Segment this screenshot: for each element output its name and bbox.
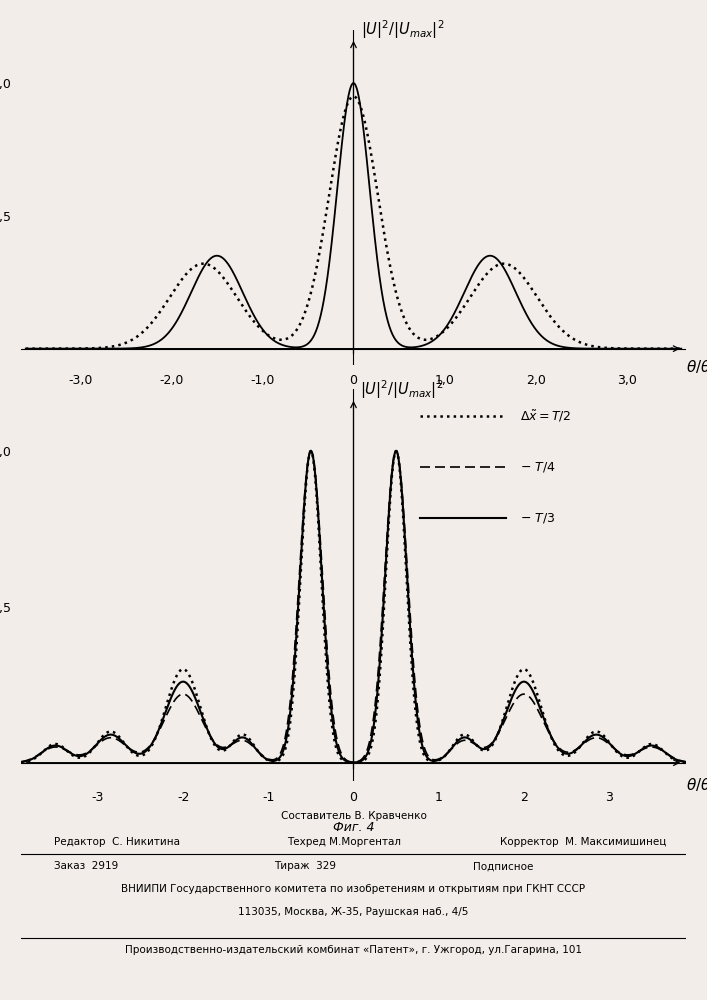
Text: $|U|^2/|U_{max}|^2$: $|U|^2/|U_{max}|^2$ xyxy=(361,378,444,401)
Text: $|U|^2/|U_{max}|^2$: $|U|^2/|U_{max}|^2$ xyxy=(361,18,444,41)
Text: $-\ T/3$: $-\ T/3$ xyxy=(520,511,555,525)
Text: Корректор  М. Максимишинец: Корректор М. Максимишинец xyxy=(500,837,666,847)
Text: Фиг. 4: Фиг. 4 xyxy=(333,821,374,834)
Text: 113035, Москва, Ж-35, Раушская наб., 4/5: 113035, Москва, Ж-35, Раушская наб., 4/5 xyxy=(238,907,469,917)
Text: Производственно-издательский комбинат «Патент», г. Ужгород, ул.Гагарина, 101: Производственно-издательский комбинат «П… xyxy=(125,945,582,955)
Text: ВНИИПИ Государственного комитета по изобретениям и открытиям при ГКНТ СССР: ВНИИПИ Государственного комитета по изоб… xyxy=(122,884,585,894)
Text: $\theta/\theta_0$: $\theta/\theta_0$ xyxy=(686,359,707,377)
Text: Подписное: Подписное xyxy=(473,861,534,871)
Text: $-\ T/4$: $-\ T/4$ xyxy=(520,460,555,474)
Text: Тираж  329: Тираж 329 xyxy=(274,861,336,871)
Text: Заказ  2919: Заказ 2919 xyxy=(54,861,119,871)
Text: $\Delta\tilde{x}=T/2$: $\Delta\tilde{x}=T/2$ xyxy=(520,408,571,424)
Text: Техред М.Моргентал: Техред М.Моргентал xyxy=(287,837,401,847)
Text: Редактор  С. Никитина: Редактор С. Никитина xyxy=(54,837,180,847)
Text: $\theta/\theta_0$: $\theta/\theta_0$ xyxy=(686,777,707,795)
Text: Фиг. 3: Фиг. 3 xyxy=(333,418,374,431)
Text: Составитель В. Кравченко: Составитель В. Кравченко xyxy=(281,811,426,821)
